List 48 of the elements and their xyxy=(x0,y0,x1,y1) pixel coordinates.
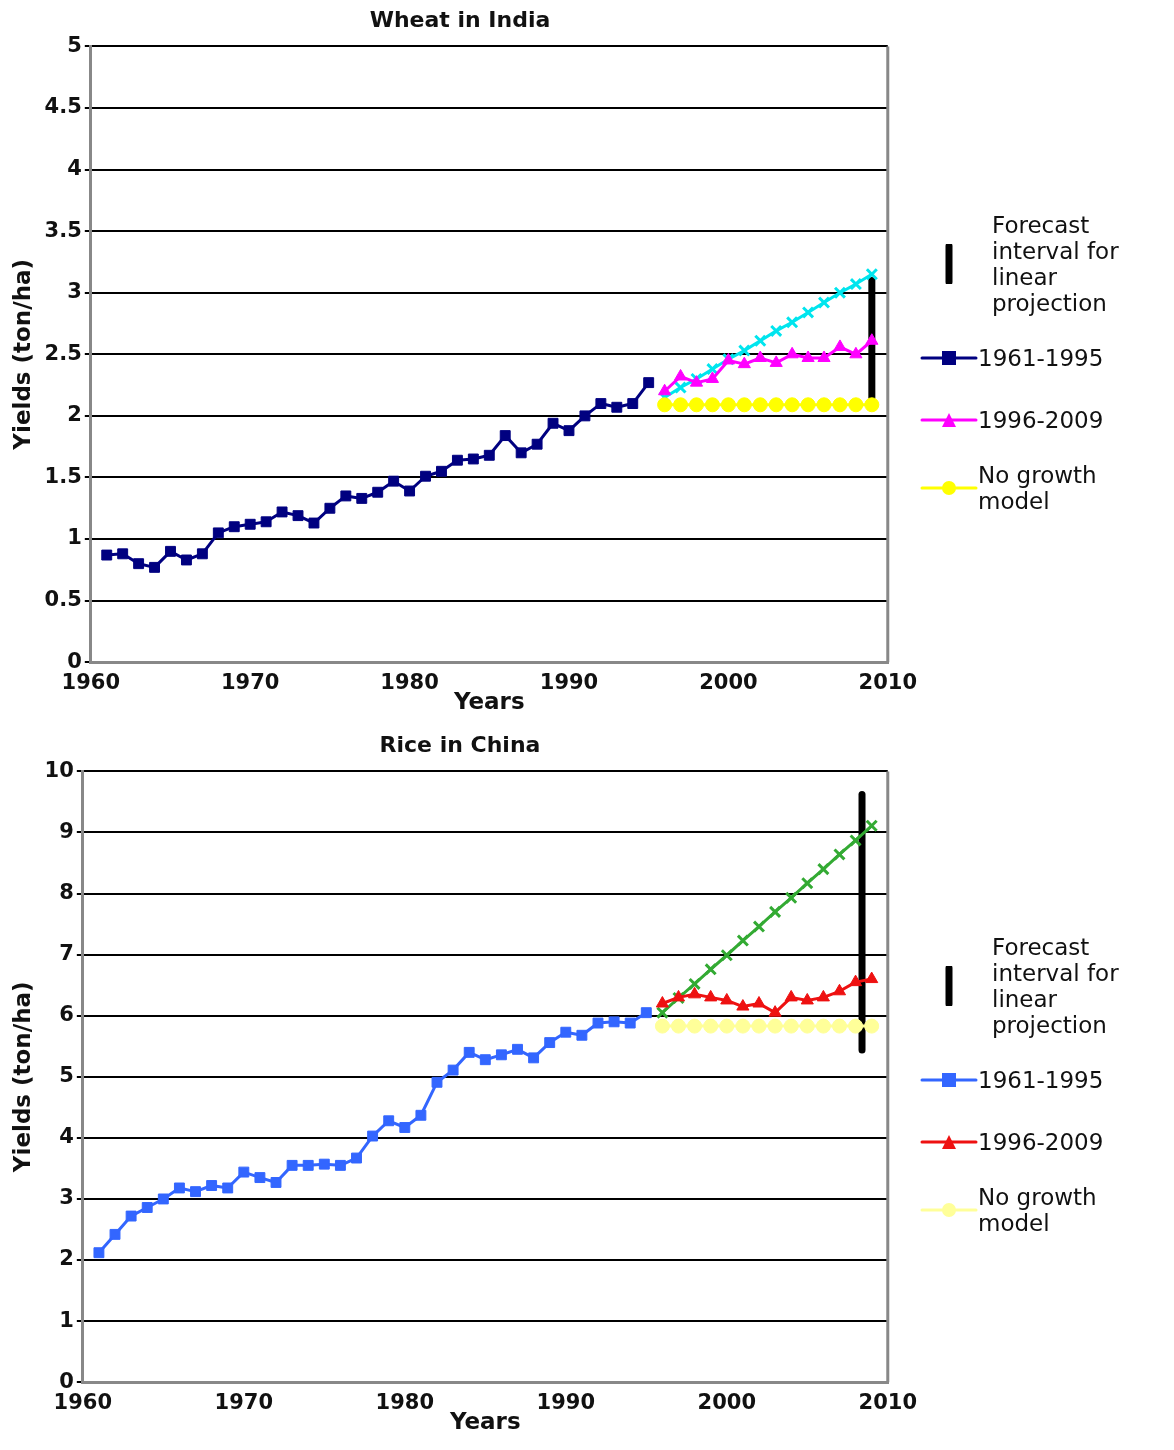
y-tick-label: 2.5 xyxy=(44,340,82,365)
y-tick-label: 0.5 xyxy=(44,587,82,612)
x-tick-label: 1990 xyxy=(539,670,599,695)
y-tick-label: 4 xyxy=(67,156,82,181)
x-axis-title: Years xyxy=(448,1408,521,1435)
legend-label: Forecast interval for linear projection xyxy=(992,934,1120,1038)
y-tick-label: 1 xyxy=(59,1307,74,1332)
x-tick-label: 1980 xyxy=(375,1390,435,1415)
y-tick-label: 3 xyxy=(59,1185,74,1210)
legend-label: Forecast interval for linear projection xyxy=(992,211,1120,316)
y-tick-label: 0 xyxy=(59,1368,74,1393)
y-tick-label: 2 xyxy=(67,402,82,427)
chart-title: Wheat in India xyxy=(369,6,551,32)
y-tick-label: 8 xyxy=(59,880,74,905)
y-tick-label: 7 xyxy=(59,941,74,966)
legend-label: 1961-1995 xyxy=(978,344,1104,371)
y-tick-label: 3.5 xyxy=(44,217,82,242)
y-tick-label: 5 xyxy=(59,1063,74,1088)
x-tick-label: 1960 xyxy=(53,1390,113,1415)
y-tick-label: 4 xyxy=(59,1124,74,1149)
y-tick-label: 6 xyxy=(59,1002,74,1027)
y-tick-label: 3 xyxy=(67,279,82,304)
x-tick-label: 2010 xyxy=(858,670,917,695)
y-axis-title: Yields (ton/ha) xyxy=(8,258,35,451)
y-tick-label: 10 xyxy=(44,757,74,782)
x-tick-label: 1990 xyxy=(536,1390,596,1415)
y-axis-title: Yields (ton/ha) xyxy=(8,981,35,1174)
y-tick-label: 0 xyxy=(67,648,82,673)
x-tick-label: 2000 xyxy=(699,670,758,695)
x-tick-label: 1970 xyxy=(220,670,280,695)
y-tick-label: 1 xyxy=(67,525,82,550)
x-axis-title: Years xyxy=(452,688,525,715)
y-tick-label: 1.5 xyxy=(44,463,82,488)
legend-label: No growth model xyxy=(978,461,1098,514)
x-tick-label: 1960 xyxy=(61,670,121,695)
x-tick-label: 2010 xyxy=(858,1390,917,1415)
legend-label: 1996-2009 xyxy=(978,406,1104,433)
chart-title: Rice in China xyxy=(379,731,541,757)
x-tick-label: 1970 xyxy=(214,1390,274,1415)
y-tick-label: 2 xyxy=(59,1246,74,1271)
legend-label: 1996-2009 xyxy=(978,1129,1104,1155)
y-tick-label: 4.5 xyxy=(44,94,82,119)
y-tick-label: 9 xyxy=(59,818,74,843)
x-tick-label: 2000 xyxy=(697,1390,757,1415)
x-tick-label: 1980 xyxy=(380,670,439,695)
y-tick-label: 5 xyxy=(67,32,82,57)
legend-label: No growth model xyxy=(978,1184,1098,1236)
legend-label: 1961-1995 xyxy=(978,1067,1104,1093)
